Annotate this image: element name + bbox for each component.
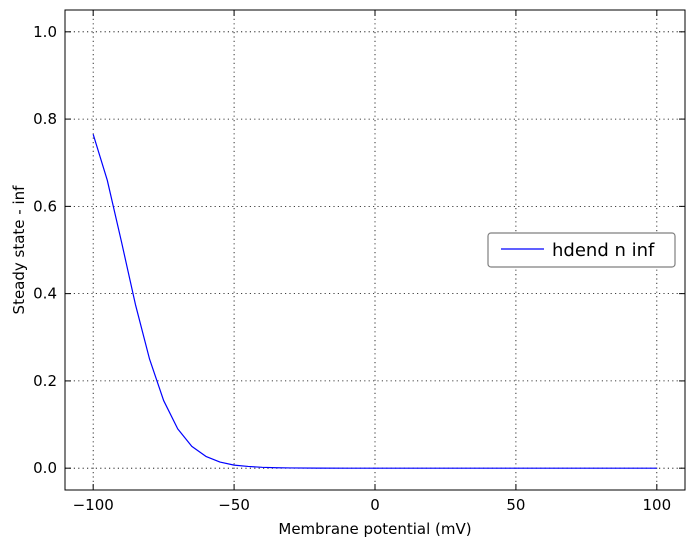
series-line (92, 134, 657, 469)
y-tick-label: 1.0 (33, 23, 57, 41)
x-tick-label: −100 (73, 496, 114, 514)
legend-label: hdend n inf (552, 240, 655, 261)
x-tick-label: 50 (506, 496, 525, 514)
x-tick-label: −50 (218, 496, 250, 514)
x-axis-title: Membrane potential (mV) (278, 520, 471, 538)
y-tick-label: 0.6 (33, 197, 57, 215)
x-tick-label: 100 (642, 496, 671, 514)
legend-box (487, 232, 676, 268)
y-tick-label: 0.4 (33, 285, 57, 303)
y-tick-label: 0.8 (33, 110, 57, 128)
y-tick-label: 0.0 (33, 459, 57, 477)
grid (65, 10, 685, 490)
y-tick-label: 0.2 (33, 372, 57, 390)
x-tick-label: 0 (370, 496, 380, 514)
legend: hdend n inf (487, 232, 676, 268)
ticks: −100 −50 0 50 100 0.0 0.2 0.4 0.6 0.8 1.0 (33, 10, 685, 514)
series-layer (92, 134, 657, 469)
y-axis-title: Steady state - inf (10, 185, 28, 315)
